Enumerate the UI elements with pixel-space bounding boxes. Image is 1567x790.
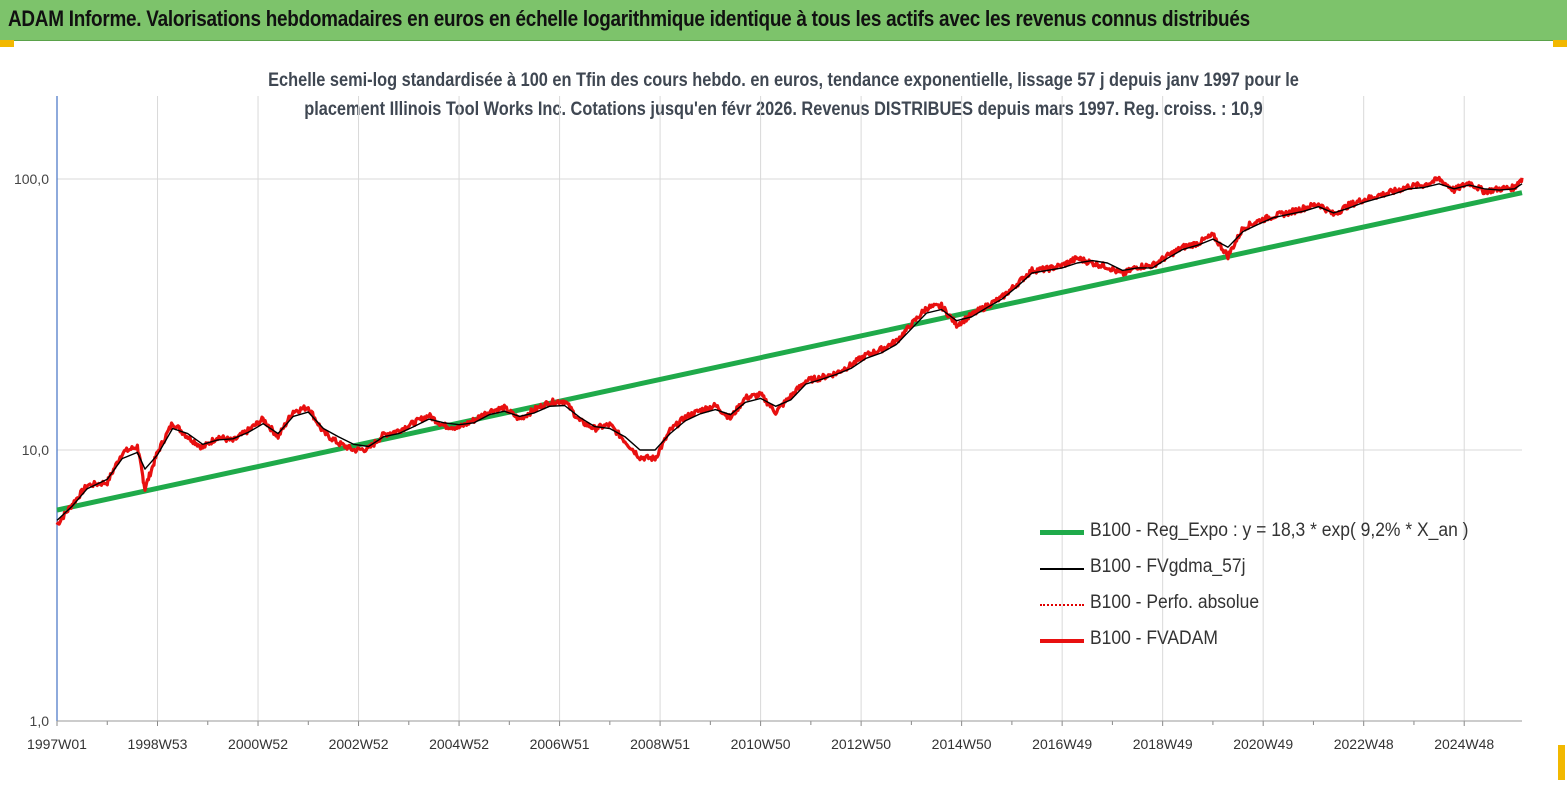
legend-swatch-fvgdma [1040,568,1084,570]
legend-label-fvgdma: B100 - FVgdma_57j [1090,556,1246,577]
y-tick-label: 10,0 [22,442,49,458]
series-line-fvgdma [56,183,1523,521]
series-line-reg [56,190,1523,513]
x-tick-label: 2002W52 [329,736,389,752]
chart-subtitle-line-1: Echelle semi-log standardisée à 100 en T… [268,70,1299,91]
legend-label-perfo: B100 - Perfo. absolue [1090,592,1260,613]
x-tick-label: 1998W53 [128,736,188,752]
legend-swatch-reg-expo [1040,530,1084,535]
x-tick-label: 1997W01 [27,736,87,752]
x-tick-label: 2014W50 [932,736,992,752]
x-tick-label: 2008W51 [630,736,690,752]
chart-tick-labels: 1,0 10,0 100,0 1997W01 1998W53 2000W52 2002W52… [14,171,1494,752]
legend-swatch-fvadam [1040,639,1084,643]
legend-label-fvadam: B100 - FVADAM [1090,628,1218,649]
corner-marker-top-right [1553,40,1567,47]
x-tick-label: 2004W52 [429,736,489,752]
header-banner: ADAM Informe. Valorisations hebdomadaire… [0,0,1567,41]
y-tick-label: 1,0 [30,713,50,729]
corner-marker-bottom-right [1558,745,1565,780]
legend-item-reg-expo: B100 - Reg_Expo : y = 18,3 * exp( 9,2% *… [1040,518,1510,548]
chart-series [55,175,1524,526]
banner-title: ADAM Informe. Valorisations hebdomadaire… [8,6,1250,31]
x-tick-label: 2012W50 [831,736,891,752]
legend-label-reg-expo: B100 - Reg_Expo : y = 18,3 * exp( 9,2% *… [1090,520,1469,541]
x-tick-label: 2006W51 [530,736,590,752]
legend-item-fvgdma: B100 - FVgdma_57j [1040,554,1510,584]
x-tick-label: 2022W48 [1334,736,1394,752]
chart-subtitle: Echelle semi-log standardisée à 100 en T… [0,66,1567,124]
x-tick-label: 2016W49 [1032,736,1092,752]
series-line-fvadam [55,175,1524,526]
x-tick-label: 2018W49 [1133,736,1193,752]
corner-marker-top-left [0,40,14,47]
y-tick-label: 100,0 [14,171,49,187]
legend-item-fvadam: B100 - FVADAM [1040,626,1510,656]
legend-item-perfo: B100 - Perfo. absolue [1040,590,1510,620]
chart-axes [56,96,1522,726]
x-tick-label: 2024W48 [1434,736,1494,752]
chart-subtitle-line-2: placement Illinois Tool Works Inc. Cotat… [304,99,1263,120]
x-tick-label: 2010W50 [731,736,791,752]
x-tick-label: 2020W49 [1233,736,1293,752]
x-tick-label: 2000W52 [228,736,288,752]
legend-swatch-perfo [1040,604,1084,606]
